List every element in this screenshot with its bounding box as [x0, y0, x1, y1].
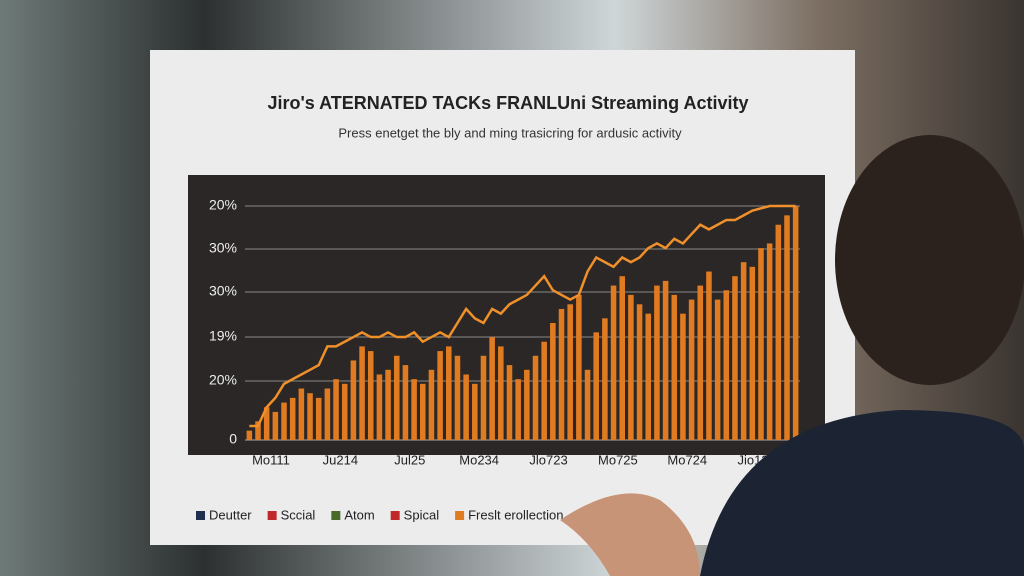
- bar: [567, 304, 573, 440]
- bar: [662, 280, 669, 440]
- y-tick-label: 20%: [209, 197, 237, 213]
- bar: [255, 421, 261, 440]
- bar: [766, 243, 773, 440]
- bar: [324, 388, 331, 440]
- bar: [393, 355, 400, 440]
- bar: [697, 285, 704, 440]
- bar: [463, 374, 469, 440]
- bar: [680, 313, 686, 440]
- bar: [636, 304, 643, 440]
- bar: [359, 346, 365, 440]
- legend-label: Sccial: [281, 507, 316, 522]
- bar: [367, 351, 374, 440]
- bar: [550, 323, 556, 440]
- y-tick-label: 30%: [209, 240, 237, 256]
- bar: [593, 332, 599, 440]
- bar: [688, 299, 695, 440]
- bar: [706, 271, 712, 440]
- bar: [446, 346, 452, 440]
- y-tick-label: 0: [229, 431, 237, 447]
- legend-swatch: [390, 511, 400, 520]
- bar: [298, 388, 305, 440]
- legend-label: Spical: [404, 507, 440, 522]
- bar: [272, 411, 279, 440]
- y-tick-label: 20%: [209, 372, 237, 388]
- chart-subtitle: Press enetget the bly and ming trasicrin…: [338, 125, 682, 140]
- bar: [472, 383, 478, 440]
- bar: [315, 397, 322, 440]
- bar: [411, 379, 417, 440]
- bar: [341, 383, 348, 440]
- x-tick-label: Mo111: [252, 452, 290, 467]
- bar: [281, 402, 287, 440]
- bar: [246, 430, 253, 440]
- bar: [645, 313, 652, 440]
- bar: [628, 294, 634, 440]
- bar: [376, 374, 383, 440]
- bar: [602, 318, 608, 440]
- bar: [732, 276, 738, 440]
- bar: [515, 379, 521, 440]
- legend-swatch: [455, 511, 465, 520]
- bar: [714, 299, 721, 440]
- bar: [506, 365, 513, 440]
- bar: [333, 379, 339, 440]
- bar: [610, 285, 617, 440]
- x-tick-label: Mo724: [667, 452, 707, 467]
- bar: [350, 360, 357, 440]
- y-tick-label: 19%: [209, 328, 237, 344]
- bar: [437, 351, 443, 440]
- legend-swatch: [331, 511, 341, 520]
- bar: [524, 369, 530, 440]
- legend-label: Deutter: [209, 507, 252, 522]
- bar: [307, 393, 313, 440]
- plot: 0 20% 19% 30% 30% 20% Mo111 Ju214 Jul25 Mo234 Jlo7…: [209, 197, 800, 467]
- bar: [480, 355, 487, 440]
- bar: [289, 397, 296, 440]
- bar: [532, 355, 539, 440]
- bar: [758, 248, 764, 440]
- bar: [402, 365, 409, 440]
- bar: [723, 290, 730, 440]
- legend-swatch: [196, 511, 205, 520]
- bar: [775, 224, 782, 440]
- x-tick-label: Ju214: [323, 452, 358, 467]
- bar: [558, 308, 565, 440]
- bar: [385, 369, 391, 440]
- x-tick-label: Mo725: [598, 452, 638, 467]
- bar: [784, 215, 790, 440]
- line: [249, 204, 796, 428]
- bar: [454, 355, 461, 440]
- bar: [584, 369, 591, 440]
- x-tick-label: Mo234: [459, 452, 499, 467]
- chart-title: Jiro's ATERNATED TACKs FRANLUni Streamin…: [268, 93, 749, 113]
- bar: [654, 285, 660, 440]
- bar: [541, 341, 547, 440]
- legend-swatch: [267, 511, 277, 520]
- person-head: [835, 135, 1024, 385]
- bar: [749, 266, 756, 440]
- bar: [428, 369, 435, 440]
- bar: [740, 262, 747, 440]
- legend-label: Atom: [344, 507, 374, 522]
- legend-label: Freslt erollection: [468, 507, 563, 522]
- bar: [498, 346, 504, 440]
- bar: [263, 407, 270, 440]
- x-tick-label: Jul25: [394, 452, 425, 467]
- hand: [560, 493, 700, 576]
- bar: [576, 294, 582, 440]
- bar: [671, 294, 678, 440]
- x-tick-label: Jlo723: [529, 452, 567, 467]
- person-body: [700, 410, 1024, 576]
- bar: [419, 383, 426, 440]
- bar: [619, 276, 626, 440]
- y-tick-label: 30%: [209, 283, 237, 299]
- bar: [489, 337, 495, 440]
- bar: [792, 206, 799, 440]
